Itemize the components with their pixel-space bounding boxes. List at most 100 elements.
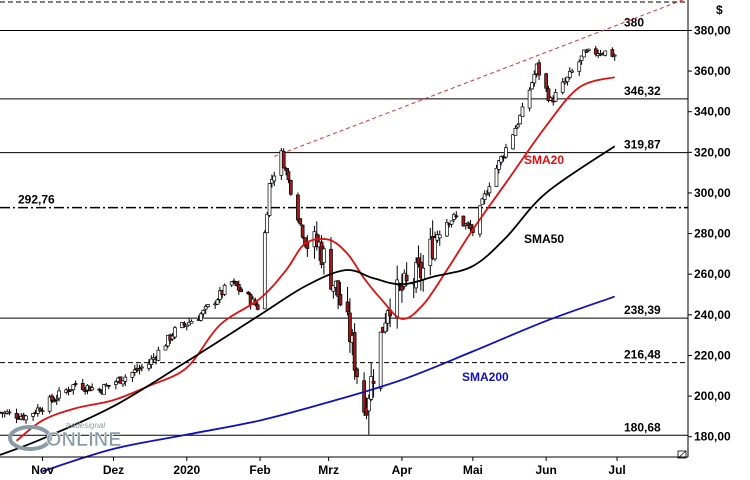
candle-body-160 [527,89,532,109]
x-tick-label-7: Jun [535,463,556,477]
sma-line-sma20 [15,76,615,442]
candle-body-143 [468,224,473,230]
candle-body-86 [281,151,286,169]
candle-body-147 [482,193,487,200]
candle-body-166 [546,88,551,101]
candle-body-150 [494,167,499,187]
candle-body-154 [504,147,508,158]
y-tick-label-4: 260,00 [694,267,731,281]
candle-body-35 [113,381,118,385]
candle-body-61 [199,313,203,321]
candle-body-92 [300,224,305,238]
candle-body-45 [147,363,151,369]
candle-body-157 [515,124,520,128]
candle-body-142 [466,222,470,226]
candle-body-180 [593,48,598,55]
sma-label-sma50: SMA50 [524,232,564,246]
candle-body-112 [366,398,371,412]
candle-body-59 [189,321,194,324]
sma-label-sma20: SMA20 [524,153,564,167]
candle-body-34 [106,384,111,387]
logo-brand: tradesignal [66,421,105,430]
candle-body-66 [215,299,220,305]
candle-body-126 [414,262,418,289]
candle-body-79 [255,304,260,310]
candle-body-173 [567,71,572,78]
candle-body-155 [511,134,515,150]
candle-body-62 [201,310,206,315]
candle-body-101 [331,285,336,292]
candle-body-139 [454,215,459,218]
candle-body-106 [348,312,352,342]
candle-body-41 [132,369,137,373]
candle-body-179 [586,48,591,51]
candle-body-32 [102,384,106,395]
x-tick-label-1: Dez [103,463,124,477]
candle-body-10 [31,413,35,417]
candle-body-124 [404,274,409,282]
candle-body-127 [416,257,421,265]
candle-body-118 [385,310,390,324]
candle-body-159 [520,106,525,117]
x-tick-label-0: Nov [31,463,54,477]
candle-body-156 [513,128,518,136]
candle-body-63 [203,305,208,310]
candle-body-129 [421,267,426,280]
candle-body-30 [97,388,102,391]
candle-body-120 [395,279,400,319]
level-label-5: 238,39 [624,303,661,317]
candle-body-64 [206,304,210,307]
candle-body-134 [437,234,442,239]
candle-body-174 [570,70,575,73]
candle-body-171 [563,81,567,84]
level-label-4: 292,76 [18,193,55,207]
candle-body-67 [218,290,222,300]
candle-body-161 [530,82,534,90]
candle-body-158 [518,114,522,125]
candle-body-151 [497,160,501,170]
candle-body-80 [262,232,267,310]
candle-body-91 [298,218,303,225]
candle-body-115 [378,331,383,389]
candle-body-70 [229,281,234,286]
y-tick-label-0: 180,00 [694,430,731,444]
candle-body-146 [480,198,485,205]
candle-body-51 [166,334,170,347]
moving-averages: SMA20 SMA50 SMA200 [0,76,616,473]
candle-body-175 [577,61,582,72]
y-tick-label-2: 220,00 [694,348,731,362]
sma-line-sma50 [0,145,616,456]
candle-body-23 [71,384,76,391]
candle-body-164 [537,62,541,76]
sma-label-sma200: SMA200 [462,370,509,384]
candle-body-105 [345,301,350,313]
candle-body-84 [272,175,277,182]
y-tick-label-8: 340,00 [694,105,731,119]
candle-body-137 [449,220,454,225]
candle-body-103 [336,280,340,297]
candle-body-165 [544,73,548,89]
y-tick-label-3: 240,00 [694,308,731,322]
candle-body-21 [66,389,71,392]
candle-body-54 [173,327,177,338]
candle-body-75 [246,291,251,295]
candle-body-29 [90,387,95,391]
axes: 180,00 200,00 220,00 240,00 260,00 280,00 300,… [0,0,731,477]
candle-body-25 [80,383,85,390]
candle-body-69 [222,284,227,295]
y-tick-label-5: 280,00 [694,227,731,241]
level-label-6: 216,48 [624,348,661,362]
candle-body-99 [322,248,326,264]
candle-body-18 [54,398,59,401]
candle-body-16 [50,395,54,402]
candle-body-53 [170,335,175,340]
candle-body-169 [553,92,558,102]
candle-body-88 [286,171,291,180]
candle-body-9 [24,415,28,421]
candle-body-19 [57,390,61,399]
candle-body-49 [156,349,161,361]
candle-body-90 [296,194,300,221]
candle-body-113 [369,376,374,400]
